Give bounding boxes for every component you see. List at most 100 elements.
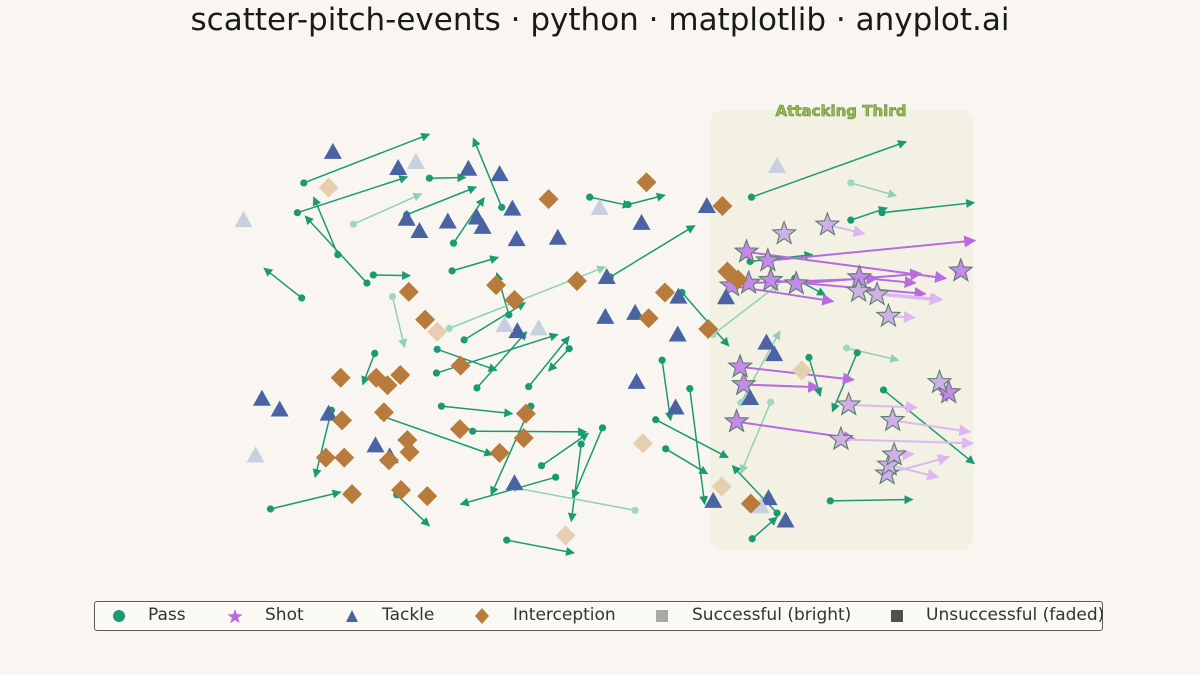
pass-point-19 [537, 462, 546, 470]
pass-arrow-35 [751, 516, 778, 540]
pass-point-54 [847, 179, 855, 187]
pass-arrow-43 [655, 419, 729, 459]
interception-point-23 [315, 447, 336, 468]
pass-point-10 [498, 203, 506, 211]
pass-arrow-11 [436, 348, 498, 372]
tackle-point-29 [704, 491, 723, 508]
shot-arrow-11 [859, 276, 917, 288]
pass-point-52 [388, 292, 397, 301]
interception-point-28 [390, 480, 411, 501]
shot-point-17 [874, 460, 900, 485]
pass-arrow-8 [452, 197, 485, 244]
tackle-point-39 [495, 316, 514, 332]
shot-point-5 [727, 353, 754, 378]
legend-label-shot: Shot [265, 605, 304, 625]
pass-point-24 [658, 356, 666, 364]
tackle-point-10 [507, 230, 526, 247]
shot-point-4 [723, 408, 750, 433]
tackle-point-42 [751, 497, 770, 514]
tackle-point-8 [410, 221, 429, 238]
pass-arrow-47 [547, 348, 570, 372]
pass-point-3 [298, 294, 306, 302]
pass-point-30 [847, 216, 855, 224]
pass-point-39 [266, 505, 275, 513]
shot-point-9 [935, 379, 962, 404]
tackle-point-41 [768, 157, 787, 174]
pass-arrow-32 [882, 389, 975, 465]
pass-arrow-18 [459, 476, 556, 507]
pass-arrow-41 [681, 292, 730, 347]
pass-arrow-6 [406, 185, 478, 216]
tackle-point-36 [406, 152, 425, 169]
pass-point-29 [805, 353, 813, 362]
pass-point-13 [437, 402, 446, 410]
tackle-point-40 [529, 319, 548, 336]
tackle-point-4 [503, 199, 522, 216]
shot-arrow-19 [888, 464, 940, 481]
interception-point-17 [450, 355, 471, 376]
shot-point-6 [757, 266, 784, 292]
pass-arrow-4 [304, 215, 368, 284]
pass-arrow-13 [441, 405, 514, 418]
pass-point-18 [552, 473, 560, 481]
pass-point-49 [505, 311, 513, 319]
shot-point-0 [733, 238, 760, 263]
tackle-point-31 [776, 511, 795, 528]
unsuccessful-legend-icon [891, 610, 903, 622]
interception-point-8 [698, 319, 719, 340]
pass-arrow-23 [609, 224, 696, 278]
tackle-point-17 [668, 325, 687, 342]
shot-arrow-16 [892, 419, 972, 437]
pass-arrow-53 [507, 483, 636, 512]
pass-point-34 [773, 509, 781, 517]
pass-arrow-14 [476, 331, 528, 389]
pass-point-12 [432, 369, 441, 377]
pass-point-48 [371, 349, 379, 358]
interception-point-29 [417, 486, 438, 507]
interception-point-37 [791, 360, 812, 381]
shot-point-8 [947, 257, 974, 282]
pass-point-25 [662, 445, 670, 453]
pass-point-36 [747, 193, 756, 201]
shot-point-15 [845, 277, 872, 303]
pass-point-58 [842, 344, 851, 352]
interception-point-24 [334, 447, 355, 468]
pass-point-40 [598, 424, 607, 432]
pass-point-7 [425, 174, 433, 182]
pass-arrow-7 [429, 173, 467, 183]
tackle-point-26 [366, 436, 385, 453]
pass-point-0 [300, 179, 308, 187]
pass-arrow-44 [382, 415, 494, 457]
interception-point-27 [342, 484, 363, 505]
shot-point-21 [881, 441, 907, 466]
shot-point-10 [783, 270, 810, 295]
interception-point-14 [373, 402, 394, 423]
tackle-point-35 [590, 198, 609, 215]
pass-arrow-48 [361, 353, 376, 386]
pass-arrow-36 [751, 140, 908, 198]
tackle-point-1 [389, 159, 408, 176]
interception-point-6 [654, 282, 675, 303]
interception-point-5 [636, 172, 657, 193]
tackle-point-23 [252, 389, 271, 406]
pass-point-33 [826, 497, 834, 505]
tackle-point-14 [508, 322, 527, 339]
legend-label-interception: Interception [513, 605, 616, 625]
shot-point-16 [879, 406, 906, 432]
pass-point-35 [748, 535, 756, 543]
shot-arrow-20 [840, 437, 975, 450]
tackle-point-18 [666, 398, 685, 415]
pass-arrow-21 [589, 196, 632, 209]
shot-point-20 [828, 425, 854, 451]
pass-point-43 [652, 416, 660, 424]
pass-point-22 [624, 200, 632, 209]
shot-arrow-14 [876, 293, 942, 306]
pass-point-9 [448, 267, 456, 275]
pass-point-57 [767, 398, 775, 406]
shot-point-23 [771, 220, 798, 245]
pass-arrow-19 [541, 432, 590, 467]
interception-point-0 [398, 281, 419, 302]
pass-point-1 [293, 209, 302, 217]
legend-label-unsuccessful: Unsuccessful (faded) [926, 605, 1105, 625]
